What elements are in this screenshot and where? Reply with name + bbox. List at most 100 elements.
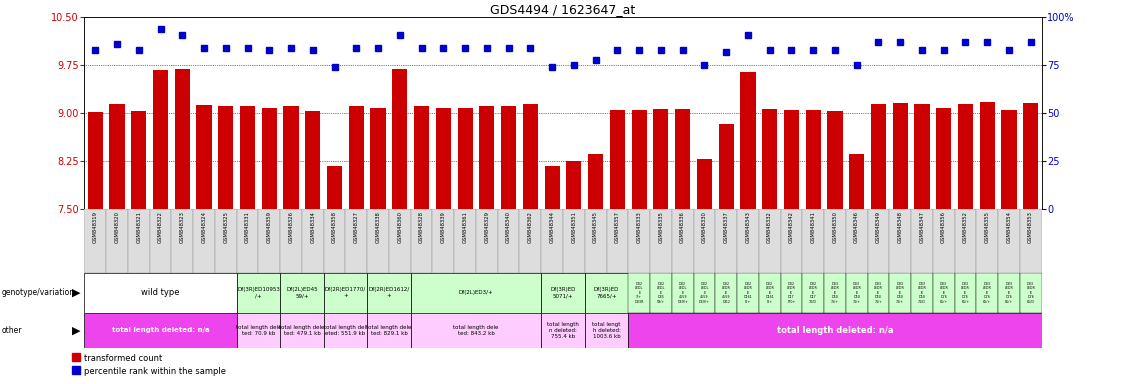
Bar <box>998 273 1020 313</box>
Text: total length dele
ted: 479.1 kb: total length dele ted: 479.1 kb <box>279 325 324 336</box>
Text: GSM848329: GSM848329 <box>484 211 490 243</box>
Text: Df(2R)ED1612/
+: Df(2R)ED1612/ + <box>368 287 410 298</box>
Bar <box>628 273 650 313</box>
Text: GSM848326: GSM848326 <box>288 211 294 243</box>
Text: GSM848335: GSM848335 <box>659 211 663 243</box>
Text: Df(3R)ED
7665/+: Df(3R)ED 7665/+ <box>593 287 619 298</box>
Text: Df(2
LEDR
IE
4559
D(12: Df(2 LEDR IE 4559 D(12 <box>722 281 731 304</box>
Bar <box>802 273 824 313</box>
Bar <box>697 159 712 209</box>
Bar <box>780 273 802 313</box>
Text: GSM848357: GSM848357 <box>615 211 620 243</box>
Bar <box>828 111 842 209</box>
Bar <box>584 273 628 313</box>
Bar <box>738 209 759 273</box>
Bar <box>392 69 408 209</box>
Text: Df(3
LEDR
IE
D76
65/D: Df(3 LEDR IE D76 65/D <box>1026 281 1035 304</box>
Bar <box>715 209 738 273</box>
Bar <box>976 273 998 313</box>
Text: Df(3
LEDR
IE
D50
71/+: Df(3 LEDR IE D50 71/+ <box>852 281 861 304</box>
Text: GSM848344: GSM848344 <box>549 211 555 243</box>
Bar <box>411 273 542 313</box>
Text: Df(3
LEDR
IE
D50
71/D: Df(3 LEDR IE D50 71/D <box>918 281 927 304</box>
Bar <box>305 111 321 209</box>
Bar <box>780 209 802 273</box>
Bar <box>628 313 1042 348</box>
Bar <box>890 209 911 273</box>
Text: GSM848343: GSM848343 <box>745 211 750 243</box>
Text: GSM848334: GSM848334 <box>311 211 315 243</box>
Bar <box>715 273 738 313</box>
Bar <box>610 110 625 209</box>
Bar <box>324 209 346 273</box>
Text: ▶: ▶ <box>72 288 81 298</box>
Bar <box>236 209 259 273</box>
Bar <box>932 273 955 313</box>
Bar <box>236 273 280 313</box>
Text: Df(2
LEDL
E
3/+
Df(3R: Df(2 LEDL E 3/+ Df(3R <box>634 281 644 304</box>
Bar <box>349 106 364 209</box>
Text: GSM848353: GSM848353 <box>1028 211 1034 243</box>
Bar <box>236 313 280 348</box>
Bar <box>607 209 628 273</box>
Bar <box>476 209 498 273</box>
Bar <box>88 112 102 209</box>
Bar <box>196 105 212 209</box>
Bar <box>914 104 930 209</box>
Bar <box>958 104 973 209</box>
Bar <box>324 273 367 313</box>
Text: Df(3
LEDR
IE
D50
71/+: Df(3 LEDR IE D50 71/+ <box>896 281 904 304</box>
Bar <box>588 154 604 209</box>
Bar <box>109 104 125 209</box>
Bar <box>932 209 955 273</box>
Bar <box>759 273 780 313</box>
Text: GSM848332: GSM848332 <box>767 211 772 243</box>
Text: GSM848346: GSM848346 <box>855 211 859 243</box>
Bar <box>367 313 411 348</box>
Text: total length deleted: n/a: total length deleted: n/a <box>777 326 893 335</box>
Bar <box>870 104 886 209</box>
Text: Df(2
LEDR
IE
D161
(2+: Df(2 LEDR IE D161 (2+ <box>743 281 752 304</box>
Bar <box>911 209 932 273</box>
Bar <box>240 106 256 209</box>
Text: Df(2
LEDR
IE
D161
(2+: Df(2 LEDR IE D161 (2+ <box>766 281 774 304</box>
Bar <box>566 161 581 209</box>
Text: Df(3R)ED
5071/+: Df(3R)ED 5071/+ <box>551 287 575 298</box>
Bar <box>867 273 890 313</box>
Text: Df(2
LEDL
E
D45
59/+: Df(2 LEDL E D45 59/+ <box>656 281 665 304</box>
Text: GSM848351: GSM848351 <box>571 211 577 243</box>
Bar <box>1024 103 1038 209</box>
Bar <box>457 108 473 209</box>
Text: GSM848320: GSM848320 <box>115 211 119 243</box>
Text: GSM848325: GSM848325 <box>223 211 229 243</box>
Bar <box>280 273 324 313</box>
Text: GSM848338: GSM848338 <box>376 211 381 243</box>
Bar <box>346 209 367 273</box>
Bar <box>498 209 519 273</box>
Text: GSM848336: GSM848336 <box>680 211 685 243</box>
Text: total length dele
ted: 70.9 kb: total length dele ted: 70.9 kb <box>235 325 282 336</box>
Bar <box>324 313 367 348</box>
Bar <box>955 209 976 273</box>
Bar <box>106 209 128 273</box>
Bar <box>545 166 560 209</box>
Bar <box>976 209 998 273</box>
Bar <box>740 72 756 209</box>
Text: total length dele
ted: 829.1 kb: total length dele ted: 829.1 kb <box>366 325 412 336</box>
Bar <box>218 106 233 209</box>
Text: total length dele
ted: 843.2 kb: total length dele ted: 843.2 kb <box>454 325 499 336</box>
Text: GSM848359: GSM848359 <box>267 211 271 243</box>
Bar <box>846 273 867 313</box>
Text: GSM848333: GSM848333 <box>636 211 642 243</box>
Bar <box>480 106 494 209</box>
Text: GSM848350: GSM848350 <box>832 211 838 243</box>
Bar <box>802 209 824 273</box>
Bar <box>194 209 215 273</box>
Bar <box>367 273 411 313</box>
Bar <box>1001 110 1017 209</box>
Text: GSM848340: GSM848340 <box>506 211 511 243</box>
Text: GSM848339: GSM848339 <box>441 211 446 243</box>
Bar <box>280 209 302 273</box>
Bar <box>980 103 994 209</box>
Bar <box>653 109 669 209</box>
